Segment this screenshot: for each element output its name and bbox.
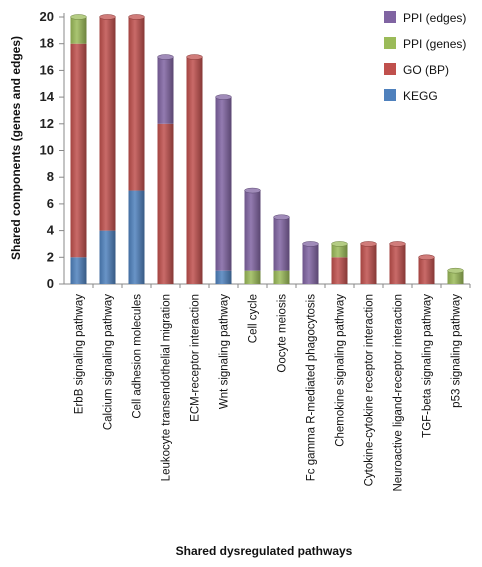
- x-tick-label: Wnt signaling pathway: [219, 294, 231, 409]
- legend-swatch: [384, 11, 396, 23]
- x-tick-label: Neuroactive ligand-receptor interaction: [393, 294, 405, 492]
- x-tick-label: ErbB signaling pathway: [74, 294, 86, 414]
- bar-segment: [244, 270, 261, 284]
- bar-cap: [389, 241, 406, 247]
- bar-segment: [418, 257, 435, 284]
- x-tick-label: Cell adhesion molecules: [132, 294, 144, 419]
- legend-swatch: [384, 63, 396, 75]
- x-tick-label: Cell cycle: [248, 294, 260, 343]
- legend-swatch: [384, 89, 396, 101]
- bar-segment: [447, 270, 464, 284]
- bar-segment: [128, 17, 145, 191]
- bar-cap: [186, 54, 203, 60]
- legend: PPI (edges) PPI (genes) GO (BP) KEGG: [384, 11, 466, 103]
- bar-cap: [418, 254, 435, 261]
- bar-segment: [157, 123, 174, 284]
- bar-segment: [215, 270, 232, 284]
- bar-cap: [273, 214, 290, 220]
- x-tick-label: Chemokine signaling pathway: [335, 294, 347, 447]
- bar-cap: [331, 241, 348, 247]
- legend-label: PPI (edges): [403, 11, 466, 25]
- y-tick-label: 12: [40, 116, 54, 131]
- bar-segment: [360, 243, 377, 284]
- bar-segment: [331, 243, 348, 258]
- y-tick-label: 4: [47, 223, 55, 238]
- bar-segment: [99, 230, 116, 284]
- y-tick-label: 10: [40, 143, 54, 158]
- y-tick-label: 0: [47, 276, 54, 291]
- legend-swatch: [384, 37, 396, 49]
- bar-cap: [70, 14, 87, 20]
- legend-label: PPI (genes): [403, 37, 466, 51]
- bar-cap: [99, 14, 116, 20]
- bar-segment: [215, 97, 232, 271]
- y-tick-label: 16: [40, 62, 54, 77]
- bar-cap: [157, 54, 174, 60]
- y-tick-label: 14: [40, 89, 55, 104]
- bar-segment: [273, 217, 290, 271]
- x-tick-label: Cytokine-cytokine receptor interaction: [364, 294, 376, 486]
- x-axis-title: Shared dysregulated pathways: [176, 544, 353, 558]
- legend-label: KEGG: [403, 89, 438, 103]
- x-tick-label: ECM-receptor interaction: [190, 294, 202, 422]
- bar-segment: [273, 270, 290, 284]
- bar-cap: [302, 241, 319, 247]
- x-tick-label: Oocyte meiosis: [277, 294, 289, 373]
- bar-segment: [157, 57, 174, 124]
- bar-cap: [360, 241, 377, 247]
- y-tick-label: 20: [40, 9, 54, 24]
- y-axis-title: Shared components (genes and edges): [9, 36, 23, 260]
- x-tick-label: Fc gamma R-mediated phagocytosis: [306, 294, 318, 482]
- legend-label: GO (BP): [403, 63, 449, 77]
- bar-segment: [128, 190, 145, 284]
- bars: [70, 14, 464, 284]
- x-tick-label: Leukocyte transendothelial migration: [161, 294, 173, 481]
- bar-segment: [70, 17, 87, 44]
- bar-cap: [447, 267, 464, 274]
- x-axis: ErbB signaling pathway Calcium signaling …: [64, 283, 471, 492]
- x-tick-label: p53 signaling pathway: [451, 294, 463, 408]
- y-axis: 0 2 4 6 8 10 12 14 16 18 20: [40, 9, 65, 291]
- bar-segment: [70, 43, 87, 258]
- bar-segment: [186, 57, 203, 284]
- x-tick-label: TGF-beta signaling pathway: [422, 294, 434, 438]
- bar-segment: [70, 257, 87, 284]
- bar-segment: [302, 243, 319, 284]
- bar-segment: [99, 17, 116, 231]
- bar-cap: [215, 94, 232, 100]
- y-tick-label: 2: [47, 249, 54, 264]
- y-tick-label: 8: [47, 169, 54, 184]
- bar-cap: [128, 14, 145, 20]
- bar-segment: [331, 257, 348, 284]
- x-tick-label: Calcium signaling pathway: [103, 294, 115, 430]
- bar-cap: [244, 187, 261, 194]
- bar-segment: [244, 190, 261, 271]
- y-tick-label: 6: [47, 196, 54, 211]
- bar-segment: [389, 243, 406, 284]
- y-tick-label: 18: [40, 36, 54, 51]
